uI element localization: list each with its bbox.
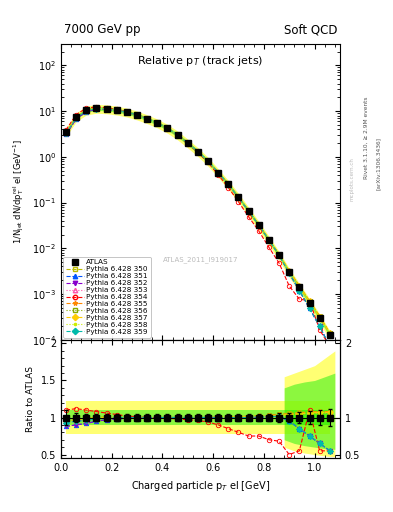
Text: Relative p$_T$ (track jets): Relative p$_T$ (track jets) [137, 54, 264, 68]
Text: 7000 GeV pp: 7000 GeV pp [64, 23, 140, 36]
Text: Soft QCD: Soft QCD [284, 23, 337, 36]
Text: mcplots.cern.ch: mcplots.cern.ch [349, 157, 354, 201]
Legend: ATLAS, Pythia 6.428 350, Pythia 6.428 351, Pythia 6.428 352, Pythia 6.428 353, P: ATLAS, Pythia 6.428 350, Pythia 6.428 35… [63, 257, 151, 337]
Text: Rivet 3.1.10, ≥ 2.9M events: Rivet 3.1.10, ≥ 2.9M events [364, 97, 369, 180]
Y-axis label: 1/N$_{\sf jet}$ dN/dp$^{\sf rel}_{\sf T}$ el [GeV$^{-1}$]: 1/N$_{\sf jet}$ dN/dp$^{\sf rel}_{\sf T}… [12, 139, 26, 244]
Text: ATLAS_2011_I919017: ATLAS_2011_I919017 [163, 257, 238, 263]
Text: [arXiv:1306.3436]: [arXiv:1306.3436] [376, 137, 380, 190]
X-axis label: Charged particle p$_T$ el [GeV]: Charged particle p$_T$ el [GeV] [131, 479, 270, 493]
Y-axis label: Ratio to ATLAS: Ratio to ATLAS [26, 366, 35, 432]
